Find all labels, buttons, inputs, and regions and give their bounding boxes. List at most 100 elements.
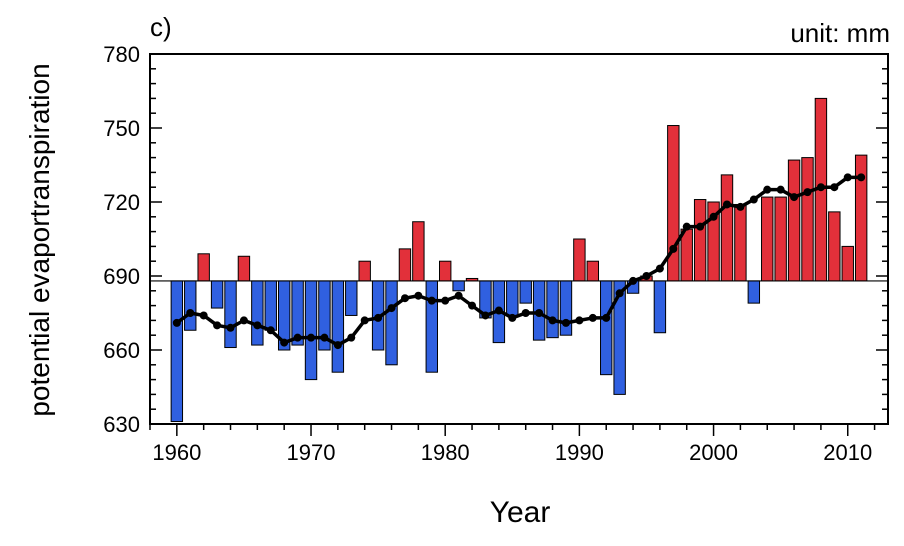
trend-point xyxy=(816,183,825,192)
bar xyxy=(600,280,613,376)
trend-point xyxy=(642,272,651,280)
trend-point xyxy=(575,316,584,325)
trend-point xyxy=(333,341,342,350)
trend-point xyxy=(293,333,302,342)
trend-point xyxy=(347,333,356,342)
y-tick-label: 720 xyxy=(103,190,140,215)
trend-point xyxy=(307,333,316,342)
bar xyxy=(251,280,264,346)
trend-point xyxy=(803,188,812,197)
trend-point xyxy=(266,326,275,335)
y-tick-label: 660 xyxy=(103,338,140,363)
bar xyxy=(210,280,224,309)
bar xyxy=(680,228,693,282)
trend-series xyxy=(172,173,866,350)
bar xyxy=(452,280,465,292)
bar xyxy=(586,260,600,282)
unit-label: unit: mm xyxy=(790,18,890,48)
trend-point xyxy=(454,291,463,300)
trend-line xyxy=(175,175,862,347)
bar xyxy=(519,280,532,304)
bar xyxy=(237,255,251,282)
x-tick-label: 1970 xyxy=(287,440,336,465)
panel-label: c) xyxy=(150,12,172,42)
bar xyxy=(761,196,774,282)
plot-frame xyxy=(149,53,889,425)
y-tick-label: 780 xyxy=(103,42,140,67)
x-axis-label: Year xyxy=(489,496,551,529)
trend-point xyxy=(669,244,678,253)
bar xyxy=(264,280,277,331)
bar xyxy=(304,280,318,381)
trend-point xyxy=(790,193,799,202)
bar xyxy=(224,280,237,349)
x-tick-label: 2000 xyxy=(689,440,738,465)
trend-point xyxy=(843,173,852,182)
trend-point xyxy=(521,309,530,317)
trend-point xyxy=(481,311,490,320)
trend-point xyxy=(857,173,866,182)
trend-point xyxy=(722,200,731,209)
bar xyxy=(197,253,210,282)
bar xyxy=(425,280,438,373)
trend-point xyxy=(602,313,611,322)
bar xyxy=(358,260,371,282)
bar-series xyxy=(170,97,868,423)
bar xyxy=(546,280,559,339)
trend-point xyxy=(441,296,450,305)
trend-point xyxy=(199,311,208,320)
trend-point xyxy=(494,306,503,315)
x-tick-label: 1980 xyxy=(421,440,470,465)
y-axis-label: potential evaportranspiration xyxy=(24,63,55,417)
bar xyxy=(747,280,761,304)
bar xyxy=(170,280,184,423)
trend-point xyxy=(414,291,423,300)
trend-point xyxy=(172,318,181,327)
trend-point xyxy=(655,264,664,273)
bar xyxy=(774,196,787,282)
trend-point xyxy=(763,185,772,194)
x-tick-label: 1960 xyxy=(152,440,201,465)
trend-point xyxy=(186,309,195,317)
bar xyxy=(506,280,519,316)
trend-point xyxy=(696,222,705,231)
trend-point xyxy=(400,294,409,303)
bar xyxy=(331,280,345,373)
trend-point xyxy=(239,316,248,325)
trend-point xyxy=(736,202,745,211)
trend-point xyxy=(320,333,329,342)
trend-point xyxy=(387,304,396,313)
trend-point xyxy=(280,338,289,347)
bar xyxy=(573,238,586,282)
trend-point xyxy=(615,289,624,298)
bar xyxy=(385,280,398,366)
bar xyxy=(734,203,747,282)
trend-point xyxy=(776,185,785,194)
bar xyxy=(398,248,412,282)
bar xyxy=(801,157,814,282)
bar xyxy=(787,159,801,282)
bar xyxy=(184,280,197,331)
trend-point xyxy=(629,276,638,285)
trend-point xyxy=(374,313,383,322)
trend-point xyxy=(427,296,436,305)
y-tick-label: 630 xyxy=(103,412,140,437)
bar xyxy=(841,245,854,282)
trend-point xyxy=(508,313,517,322)
bar xyxy=(828,211,841,282)
trend-point xyxy=(682,222,691,231)
y-tick-label: 750 xyxy=(103,116,140,141)
bar xyxy=(412,221,425,282)
trend-point xyxy=(588,313,597,322)
trend-point xyxy=(749,195,758,204)
bar xyxy=(693,199,707,282)
trend-point xyxy=(253,321,262,330)
trend-point xyxy=(535,309,544,317)
trend-point xyxy=(360,316,369,325)
trend-point xyxy=(561,318,570,327)
axes: 630 660 690 720 750 780 1960 1970 1980 1990 2000 20… xyxy=(103,42,889,465)
trend-point xyxy=(226,323,235,332)
bar xyxy=(439,260,452,282)
trend-point xyxy=(548,316,557,325)
